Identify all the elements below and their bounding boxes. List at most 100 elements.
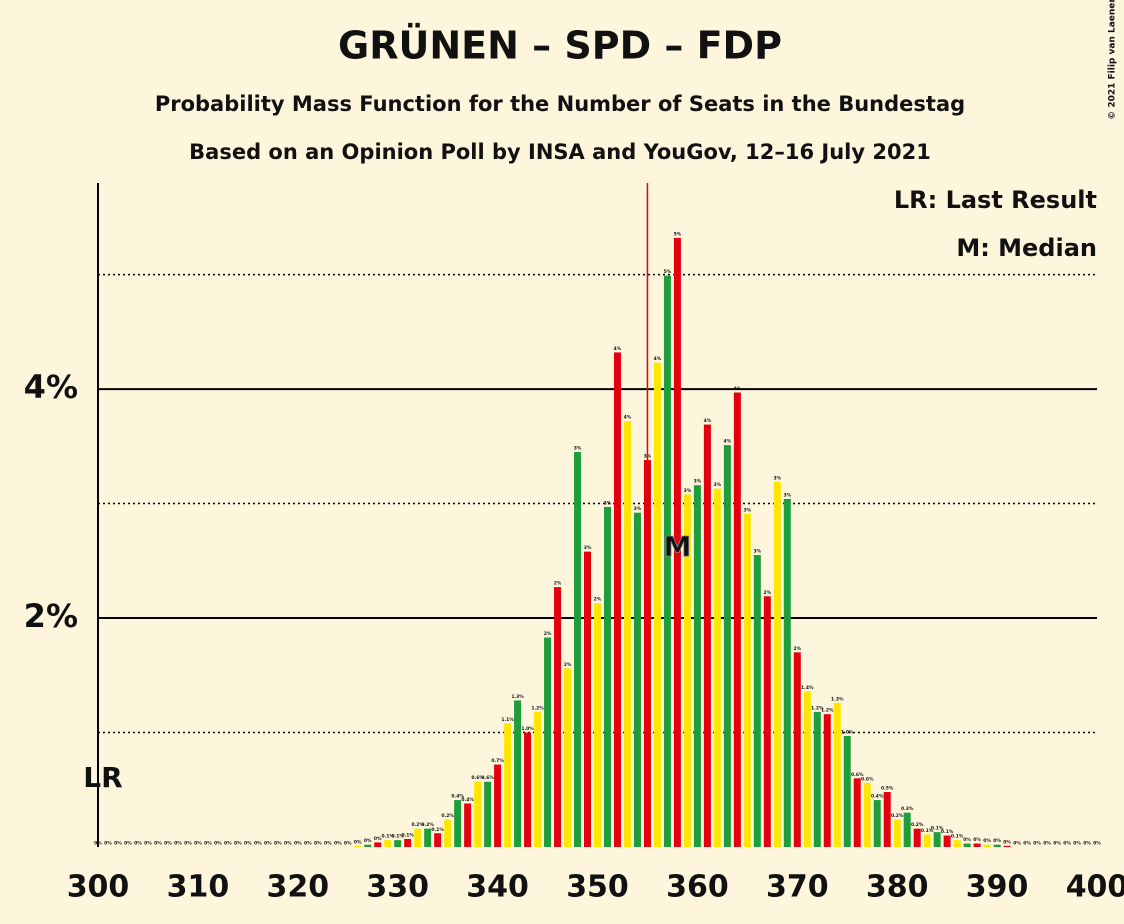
value-label: 0.5%: [881, 786, 894, 792]
value-label: 0%: [224, 841, 232, 847]
bar: [883, 792, 891, 847]
value-label: 0%: [993, 838, 1001, 844]
bar: [633, 512, 641, 847]
bar: [933, 832, 941, 847]
bar: [564, 668, 572, 847]
value-label: 0%: [354, 839, 362, 845]
value-label: 0%: [164, 841, 172, 847]
value-label: 0.4%: [451, 794, 464, 800]
bar: [514, 700, 522, 847]
value-label: 0%: [1023, 841, 1031, 847]
value-label: 4%: [654, 356, 662, 362]
value-label: 0%: [94, 841, 102, 847]
bar: [693, 485, 701, 847]
value-label: 0%: [144, 841, 152, 847]
value-label: 1.3%: [831, 696, 844, 702]
bar: [464, 803, 472, 847]
value-label: 0%: [1063, 841, 1071, 847]
value-label: 4%: [624, 415, 632, 421]
bar: [683, 494, 691, 847]
value-label: 0%: [1093, 841, 1101, 847]
value-label: 0%: [114, 841, 122, 847]
value-label: 0%: [344, 841, 352, 847]
value-label: 5%: [664, 269, 672, 275]
bar: [394, 840, 402, 847]
value-label: 4%: [734, 386, 742, 392]
value-label: 2%: [544, 631, 552, 637]
value-label: 0%: [254, 841, 262, 847]
bar: [484, 781, 492, 847]
value-label: 4%: [704, 418, 712, 424]
bar: [354, 845, 362, 847]
value-label: 3%: [694, 479, 702, 485]
chart-title: GRÜNEN – SPD – FDP: [338, 24, 782, 68]
last-result-marker: LR: [83, 761, 122, 794]
value-label: 3%: [744, 507, 752, 513]
value-label: 0%: [1083, 841, 1091, 847]
value-label: 0%: [294, 841, 302, 847]
copyright: © 2021 Filip van Laenen: [1108, 0, 1118, 120]
value-label: 0%: [194, 841, 202, 847]
value-label: 0%: [264, 841, 272, 847]
value-label: 0.2%: [911, 822, 924, 828]
value-label: 0%: [274, 841, 282, 847]
value-label: 0%: [304, 841, 312, 847]
bar: [803, 691, 811, 847]
value-label: 0%: [1053, 841, 1061, 847]
value-label: 5%: [674, 231, 682, 237]
value-label: 0.2%: [411, 822, 424, 828]
bar: [703, 424, 711, 847]
value-label: 0%: [364, 838, 372, 844]
bar: [374, 842, 382, 847]
value-label: 0.6%: [851, 772, 864, 778]
bar: [723, 445, 731, 847]
value-label: 3%: [604, 500, 612, 506]
bar: [823, 714, 831, 847]
value-label: 0%: [104, 841, 112, 847]
value-label: 3%: [574, 446, 582, 452]
value-label: 2%: [793, 646, 801, 652]
value-label: 0.4%: [871, 794, 884, 800]
value-label: 0%: [1013, 841, 1021, 847]
bar: [414, 828, 422, 847]
bar: [953, 840, 961, 847]
bar: [783, 498, 791, 847]
x-tick-label: 340: [466, 870, 529, 905]
value-label: 0.6%: [471, 775, 484, 781]
value-label: 0%: [963, 837, 971, 843]
bar: [554, 587, 562, 847]
y-tick-label: 2%: [24, 597, 78, 635]
x-tick-label: 360: [666, 870, 729, 905]
value-label: 2%: [764, 590, 772, 596]
value-label: 0.2%: [441, 813, 454, 819]
value-label: 0%: [234, 841, 242, 847]
value-label: 0%: [314, 841, 322, 847]
bar: [813, 711, 821, 847]
bar: [923, 834, 931, 847]
bar: [743, 513, 751, 847]
value-label: 0.1%: [381, 834, 394, 840]
value-label: 0.2%: [421, 822, 434, 828]
bar: [733, 392, 741, 847]
bar: [773, 481, 781, 847]
value-label: 0.1%: [931, 826, 944, 832]
bar: [603, 506, 611, 847]
bar: [364, 844, 372, 847]
bar: [833, 702, 841, 847]
bar: [384, 840, 392, 847]
chart-subtitle: Probability Mass Function for the Number…: [155, 92, 965, 116]
value-label: 0.1%: [951, 834, 964, 840]
bar: [494, 764, 502, 847]
value-label: 4%: [724, 439, 732, 445]
value-label: 3%: [754, 549, 762, 555]
bar: [663, 275, 671, 847]
bar: [474, 781, 482, 847]
value-label: 0%: [154, 841, 162, 847]
bar: [534, 711, 542, 847]
bar: [623, 421, 631, 847]
value-label: 0.6%: [861, 776, 874, 782]
bar: [993, 844, 1001, 847]
value-label: 3%: [714, 482, 722, 488]
x-tick-label: 300: [67, 870, 130, 905]
